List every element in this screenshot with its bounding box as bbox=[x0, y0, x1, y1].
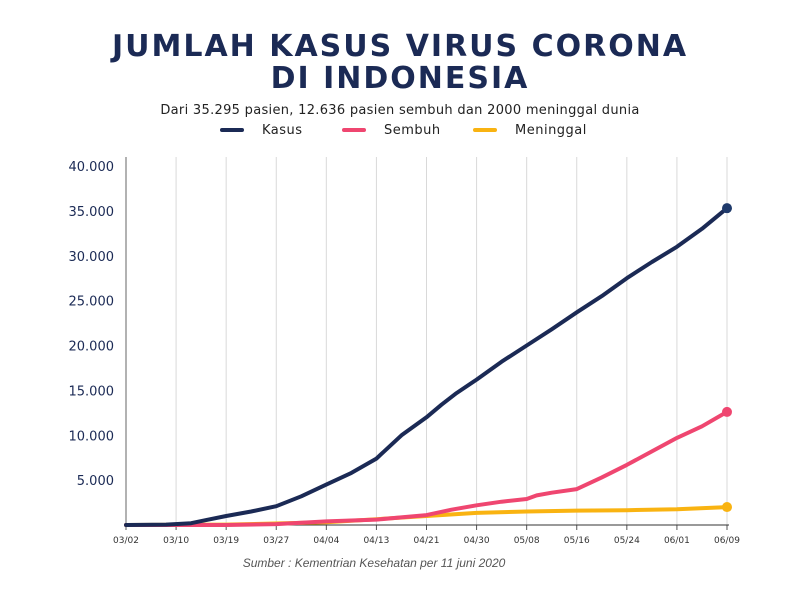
y-tick-label: 40.000 bbox=[69, 160, 115, 175]
x-tick-label: 03/02 bbox=[113, 536, 139, 546]
legend-label-meninggal: Meninggal bbox=[515, 123, 587, 138]
x-tick-label: 03/27 bbox=[263, 536, 289, 546]
y-tick-label: 25.000 bbox=[69, 295, 115, 310]
legend-label-kasus: Kasus bbox=[262, 123, 303, 138]
legend-label-sembuh: Sembuh bbox=[384, 123, 441, 138]
chart-title-line-1: JUMLAH KASUS VIRUS CORONA bbox=[111, 29, 689, 64]
x-tick-label: 04/04 bbox=[313, 536, 339, 546]
series-line-sembuh bbox=[124, 409, 729, 527]
y-tick-label: 10.000 bbox=[69, 429, 115, 444]
x-tick-label: 03/19 bbox=[213, 536, 239, 546]
y-tick-label: 5.000 bbox=[77, 474, 114, 489]
series-endpoint-sembuh bbox=[722, 406, 732, 417]
y-tick-label: 35.000 bbox=[69, 205, 115, 220]
x-tick-label: 05/16 bbox=[564, 536, 590, 546]
y-tick-label: 15.000 bbox=[69, 384, 115, 399]
x-tick-label: 05/08 bbox=[514, 536, 540, 546]
x-tick-label: 05/24 bbox=[614, 536, 640, 546]
y-tick-label: 30.000 bbox=[69, 250, 115, 265]
x-tick-label: 03/10 bbox=[163, 536, 189, 546]
x-tick-label: 04/30 bbox=[464, 536, 490, 546]
y-tick-label: 20.000 bbox=[69, 340, 115, 355]
source-note: Sumber : Kementrian Kesehatan per 11 jun… bbox=[242, 556, 506, 570]
chart-subtitle: Dari 35.295 pasien, 12.636 pasien sembuh… bbox=[160, 103, 640, 118]
series-line-kasus bbox=[124, 206, 729, 527]
series-endpoint-meninggal bbox=[722, 502, 732, 513]
chart-title-line-2: DI INDONESIA bbox=[270, 61, 530, 96]
x-tick-label: 06/09 bbox=[714, 536, 740, 546]
x-tick-label: 04/13 bbox=[363, 536, 389, 546]
x-tick-label: 06/01 bbox=[664, 536, 690, 546]
x-tick-label: 04/21 bbox=[414, 536, 440, 546]
series-endpoint-kasus bbox=[722, 203, 732, 214]
